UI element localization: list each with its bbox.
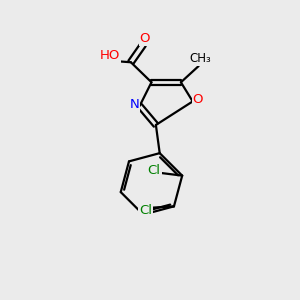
Text: HO: HO bbox=[100, 49, 120, 62]
Text: Cl: Cl bbox=[148, 164, 161, 177]
Text: O: O bbox=[140, 32, 150, 45]
Text: CH₃: CH₃ bbox=[189, 52, 211, 65]
Text: Cl: Cl bbox=[139, 204, 152, 217]
Text: O: O bbox=[193, 93, 203, 106]
Text: N: N bbox=[130, 98, 139, 111]
